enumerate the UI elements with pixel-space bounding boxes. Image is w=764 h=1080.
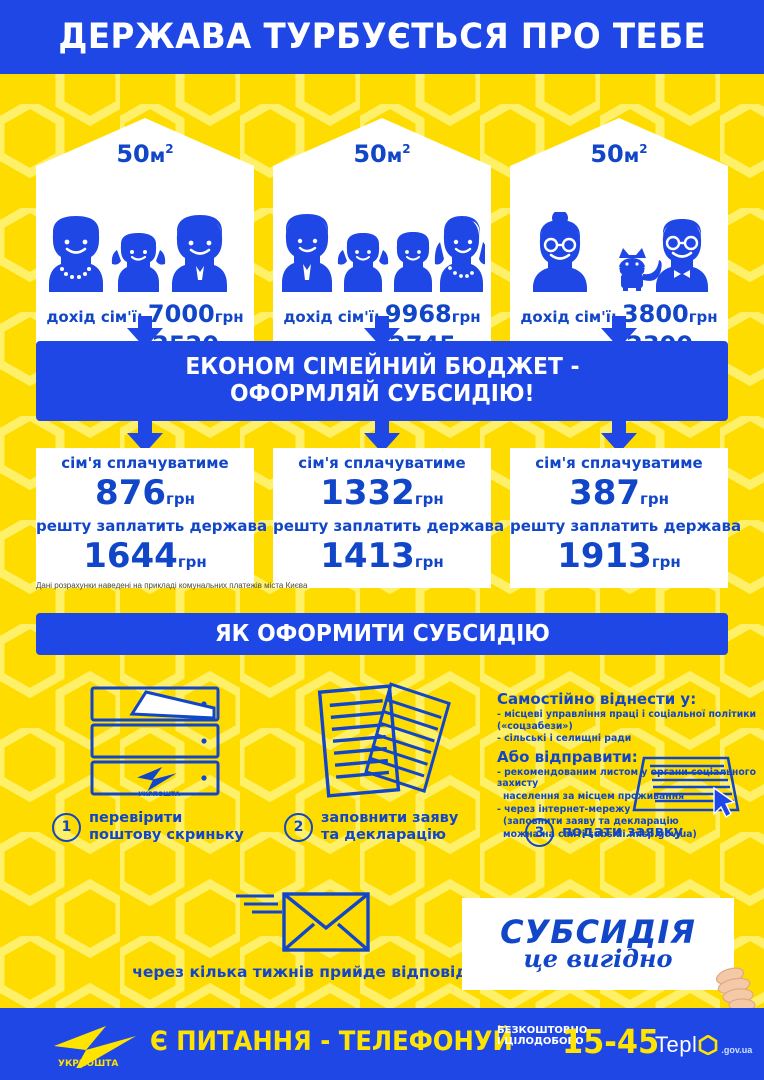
ukrposhta-logo-icon: УКРПОШТА (54, 1026, 136, 1068)
arrow-down-icon (510, 316, 728, 350)
option-bullet: - сільські і селищні ради (497, 733, 632, 745)
howto-banner: ЯК ОФОРМИТИ СУБСИДІЮ (36, 613, 728, 655)
arrow-down-icon (273, 421, 491, 455)
footer-free-note: БЕЗКОШТОВНО І ЦІЛОДОБОВО (497, 1025, 588, 1047)
callout-line-1: ЕКОНОМ СІМЕЙНИЙ БЮДЖЕТ - (184, 353, 580, 380)
income-row: дохід сім'ї: 7000грн (46, 300, 244, 328)
option-bullet-cont: населення за місцем проживання (503, 791, 685, 803)
arrow-down-icon (273, 316, 491, 350)
step-item: 2 заповнити заяву та декларацію (284, 810, 458, 844)
footer-bar: УКРПОШТА Є ПИТАННЯ - ТЕЛЕФОНУЙ БЕЗКОШТОВ… (0, 1008, 764, 1080)
option-bullet: - через інтернет-мережу (497, 803, 631, 815)
page-title-bar: ДЕРЖАВА ТУРБУЄТЬСЯ ПРО ТЕБЕ (0, 0, 764, 74)
state-label: решту заплатить держава (273, 517, 505, 535)
footer-phone-number[interactable]: 15-45 (562, 1022, 660, 1061)
step-item: 3 подати заявку (525, 818, 683, 847)
income-row: дохід сім'ї: 9968грн (283, 300, 481, 328)
area-label: 50м2 (590, 140, 648, 168)
steps-section: УКРПОШТА (0, 680, 764, 870)
option-heading-send: Або відправити: (497, 747, 638, 766)
step-label: перевірити поштову скриньку (89, 810, 244, 844)
svg-text:УКРПОШТА: УКРПОШТА (138, 791, 180, 798)
option-bullet: - рекомендованим листом у органи соціаль… (497, 766, 756, 790)
option-bullet-cont: (заповнити заяву та декларацію (503, 816, 679, 828)
step-number: 1 (52, 812, 81, 842)
online-form-icon (632, 756, 740, 818)
callout-line-2: ОФОРМЛЯЙ СУБСИДІЮ! (229, 381, 535, 407)
logo-line-1: СУБСИДІЯ (500, 912, 696, 951)
arrow-down-icon (510, 421, 728, 455)
step-number: 2 (284, 812, 313, 842)
teplo-domain: .gov.ua (721, 1045, 753, 1055)
footer-call-text: Є ПИТАННЯ - ТЕЛЕФОНУЙ (150, 1026, 513, 1057)
response-caption: через кілька тижнів прийде відповідь (132, 963, 478, 981)
state-label: решту заплатить держава (510, 517, 742, 535)
pays-value: 876грн (95, 473, 195, 513)
disclaimer-text: Дані розрахунки наведені на прикладі ком… (36, 581, 308, 590)
howto-title: ЯК ОФОРМИТИ СУБСИДІЮ (214, 621, 550, 647)
pays-label: сім'я сплачуватиме (61, 454, 229, 472)
subsidy-logo-card: СУБСИДІЯ це вигідно (462, 898, 734, 990)
pays-value: 387грн (569, 473, 669, 513)
pays-value: 1332грн (320, 473, 444, 513)
state-value: 1644грн (83, 536, 207, 576)
area-label: 50м2 (353, 140, 411, 168)
arrow-down-icon (36, 421, 254, 455)
submission-options: Самостійно віднести у: - місцеві управлі… (497, 690, 759, 841)
income-row: дохід сім'ї: 3800грн (520, 300, 718, 328)
step-number: 3 (525, 818, 554, 847)
step-label: заповнити заяву та декларацію (321, 810, 459, 844)
teplo-wordmark: Tepl (655, 1032, 698, 1057)
family-icon-grandmother-cat-grandfather (510, 206, 728, 294)
family-icon-father-girl-boy-mother (273, 206, 491, 294)
family-icon-mother-girl-father (36, 206, 254, 294)
logo-line-2: це вигідно (523, 943, 673, 973)
area-label: 50м2 (116, 140, 174, 168)
option-bullet-link[interactable]: можна на сайті subsidi.mlsp.gov.ua) (503, 828, 697, 840)
house-roof (510, 118, 728, 172)
option-heading-deliver: Самостійно віднести у: (497, 690, 697, 708)
result-panel: сім'я сплачуватиме 876грн решту заплатит… (36, 448, 268, 588)
option-bullet: - місцеві управління праці і соціальної … (497, 709, 757, 732)
teplo-logo[interactable]: Tepl .gov.ua (655, 1032, 752, 1058)
result-panel: сім'я сплачуватиме 1332грн решту заплати… (273, 448, 505, 588)
state-label: решту заплатить держава (36, 517, 268, 535)
step-item: 1 перевірити поштову скриньку (52, 810, 244, 844)
svg-text:УКРПОШТА: УКРПОШТА (58, 1059, 118, 1068)
response-notice: через кілька тижнів прийде відповідь (95, 888, 515, 981)
arrow-down-icon (36, 316, 254, 350)
envelope-icon (236, 892, 370, 952)
mailboxes-icon: УКРПОШТА (90, 686, 220, 798)
state-value: 1913грн (557, 536, 681, 576)
house-roof (36, 118, 254, 172)
result-panel: сім'я сплачуватиме 387грн решту заплатит… (510, 448, 742, 588)
house-card: 50м2 (36, 118, 267, 588)
center-callout-banner: ЕКОНОМ СІМЕЙНИЙ БЮДЖЕТ - ОФОРМЛЯЙ СУБСИД… (36, 341, 728, 421)
pays-label: сім'я сплачуватиме (298, 454, 466, 472)
hexagon-icon (699, 1035, 718, 1055)
step-label: подати заявку (562, 823, 684, 840)
hand-icon (715, 967, 756, 1012)
pays-label: сім'я сплачуватиме (535, 454, 703, 472)
house-roof (273, 118, 491, 172)
state-value: 1413грн (320, 536, 444, 576)
house-card: 50м2 (510, 118, 741, 588)
documents-icon (317, 682, 451, 798)
page-title: ДЕРЖАВА ТУРБУЄТЬСЯ ПРО ТЕБЕ (58, 17, 706, 57)
